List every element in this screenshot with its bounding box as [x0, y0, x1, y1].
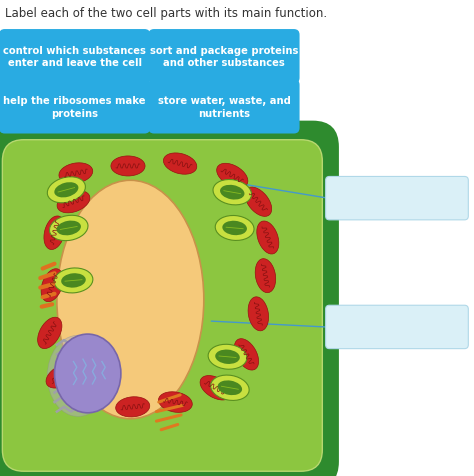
Text: store water, waste, and
nutrients: store water, waste, and nutrients [157, 96, 291, 118]
Ellipse shape [55, 334, 121, 413]
FancyBboxPatch shape [2, 140, 322, 471]
Text: help the ribosomes make
proteins: help the ribosomes make proteins [3, 96, 146, 118]
Ellipse shape [44, 217, 65, 250]
Ellipse shape [116, 397, 150, 417]
Ellipse shape [41, 269, 63, 302]
Ellipse shape [210, 375, 249, 401]
Ellipse shape [257, 221, 279, 255]
FancyBboxPatch shape [326, 177, 468, 220]
FancyBboxPatch shape [326, 306, 468, 349]
Ellipse shape [164, 154, 197, 175]
Ellipse shape [245, 188, 272, 217]
Ellipse shape [55, 183, 78, 198]
Ellipse shape [56, 221, 81, 236]
Ellipse shape [215, 350, 240, 364]
Ellipse shape [200, 376, 231, 400]
Ellipse shape [54, 268, 93, 293]
Ellipse shape [222, 221, 247, 236]
Ellipse shape [158, 392, 192, 413]
Ellipse shape [57, 191, 90, 213]
Ellipse shape [49, 216, 88, 241]
Text: control which substances
enter and leave the cell: control which substances enter and leave… [3, 46, 146, 68]
Ellipse shape [59, 163, 93, 184]
Ellipse shape [248, 297, 269, 331]
Ellipse shape [57, 181, 204, 419]
Ellipse shape [111, 157, 145, 177]
Ellipse shape [76, 389, 109, 410]
Ellipse shape [47, 336, 109, 416]
Ellipse shape [220, 186, 245, 200]
FancyBboxPatch shape [0, 80, 150, 134]
Ellipse shape [213, 180, 252, 206]
Ellipse shape [46, 364, 77, 388]
FancyBboxPatch shape [148, 30, 300, 84]
Ellipse shape [61, 274, 86, 288]
Text: Label each of the two cell parts with its main function.: Label each of the two cell parts with it… [5, 7, 327, 20]
Text: sort and package proteins
and other substances: sort and package proteins and other subs… [150, 46, 298, 68]
Ellipse shape [47, 178, 85, 203]
Ellipse shape [234, 339, 259, 370]
FancyBboxPatch shape [148, 80, 300, 134]
Ellipse shape [218, 381, 242, 395]
Ellipse shape [215, 216, 254, 241]
Ellipse shape [37, 317, 62, 349]
Ellipse shape [208, 345, 247, 369]
FancyBboxPatch shape [0, 30, 150, 84]
Ellipse shape [217, 164, 248, 188]
FancyBboxPatch shape [0, 121, 339, 476]
Ellipse shape [255, 259, 276, 293]
